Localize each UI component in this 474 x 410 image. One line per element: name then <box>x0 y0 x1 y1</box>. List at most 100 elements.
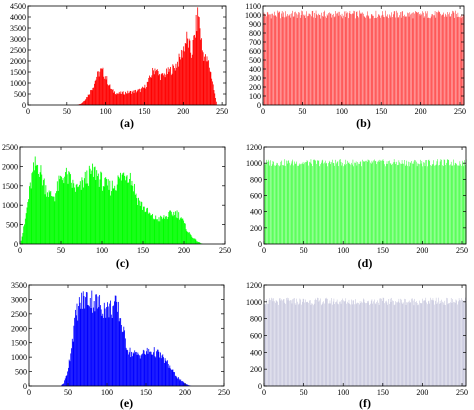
histogram-bar <box>79 104 81 105</box>
histogram-bar <box>138 355 140 386</box>
histogram-bar <box>38 176 40 244</box>
histogram-bar <box>86 292 88 386</box>
histogram-bar <box>164 218 166 244</box>
histogram-bar <box>107 306 109 386</box>
histogram-bar <box>69 172 71 244</box>
histogram-bar <box>157 349 159 386</box>
histogram-bar <box>92 312 93 386</box>
histogram-bar <box>57 190 59 244</box>
histogram-bar <box>142 353 143 386</box>
histogram-bar <box>75 309 76 386</box>
histogram-bar <box>75 315 77 386</box>
histogram-bar <box>166 361 168 386</box>
histogram-bar <box>197 241 199 244</box>
histogram-bar <box>80 308 82 386</box>
histogram-bar <box>65 376 67 386</box>
histogram-bar <box>141 202 143 244</box>
histogram-bar <box>132 90 134 105</box>
histogram-bar <box>88 185 89 244</box>
histogram-bar <box>92 163 94 244</box>
histogram-bar <box>147 353 149 386</box>
histogram-bar <box>103 76 105 105</box>
histogram-bar <box>29 186 30 244</box>
histogram-bar <box>131 180 133 244</box>
histogram-bar <box>81 177 83 244</box>
histogram-bar <box>168 367 170 386</box>
histogram-bar <box>115 94 117 105</box>
x-tick-label: 250 <box>216 107 228 116</box>
histogram-bar <box>121 332 123 386</box>
histogram-bar <box>81 103 83 105</box>
histogram-bar <box>188 232 189 244</box>
histogram-bar <box>127 90 129 105</box>
y-tick-label: 2500 <box>2 143 18 152</box>
histogram-bar <box>24 218 26 244</box>
histogram-bar <box>126 175 128 244</box>
histogram-bar <box>145 88 147 105</box>
histogram-bar <box>20 240 22 244</box>
histogram-bar <box>97 173 99 244</box>
histogram-bar <box>118 176 120 244</box>
histogram-bar <box>132 91 133 105</box>
histogram-bar <box>167 217 169 244</box>
histogram-bar <box>46 196 48 244</box>
histogram-bar <box>196 241 198 244</box>
histogram-bar <box>161 355 163 386</box>
x-tick-label: 250 <box>454 107 466 116</box>
histogram-bar <box>91 90 93 105</box>
histogram-bar <box>213 90 215 105</box>
histogram-bar <box>152 354 154 386</box>
histogram-bar <box>164 77 166 105</box>
histogram-bar <box>136 198 138 244</box>
histogram-bar <box>110 300 111 386</box>
y-tick-label: 3000 <box>10 35 26 44</box>
histogram-bar <box>114 94 116 105</box>
histogram-bar <box>55 193 57 244</box>
histogram-bar <box>88 305 90 386</box>
histogram-bar <box>173 65 175 105</box>
histogram-bar <box>208 60 209 105</box>
histogram-bar <box>159 357 161 386</box>
x-tick-label: 50 <box>300 388 308 397</box>
histogram-bar <box>105 79 107 105</box>
histogram-bar <box>159 221 161 244</box>
histogram-bar <box>151 215 153 244</box>
histogram-bar <box>103 186 105 244</box>
histogram-bar <box>147 213 149 244</box>
histogram-bar <box>97 71 99 105</box>
histogram-bar <box>110 314 112 386</box>
histogram-bar <box>112 306 114 386</box>
histogram-bar <box>153 352 154 386</box>
histogram-bar <box>179 219 180 244</box>
histogram-bar <box>82 180 84 244</box>
histogram-bar <box>184 223 186 244</box>
histogram-bar <box>87 183 89 244</box>
histogram-bar <box>174 372 175 386</box>
histogram-bar <box>83 187 84 244</box>
histogram-bar <box>41 174 43 244</box>
histogram-bar <box>90 90 91 105</box>
histogram-bar <box>148 212 150 244</box>
histogram-bar <box>70 353 72 386</box>
histogram-bar <box>184 223 185 244</box>
histogram-bar <box>83 296 85 386</box>
histogram-bar <box>214 93 216 105</box>
histogram-bar <box>118 321 120 386</box>
histogram-bar <box>199 242 201 244</box>
histogram-bar <box>169 365 171 386</box>
histogram-bar <box>102 190 103 244</box>
histogram-bar <box>130 91 132 105</box>
histogram-bar <box>95 79 97 105</box>
histogram-bar <box>68 359 70 386</box>
histogram-bar <box>187 384 189 386</box>
histogram-bar <box>67 183 69 244</box>
histogram-bar <box>155 215 157 244</box>
histogram-bar <box>60 175 62 244</box>
histogram-bar <box>29 182 31 244</box>
histogram-bars <box>263 10 465 106</box>
histogram-bar <box>153 74 155 105</box>
histogram-bar <box>124 180 126 244</box>
histogram-bar <box>182 218 184 244</box>
histogram-bar <box>187 38 188 105</box>
